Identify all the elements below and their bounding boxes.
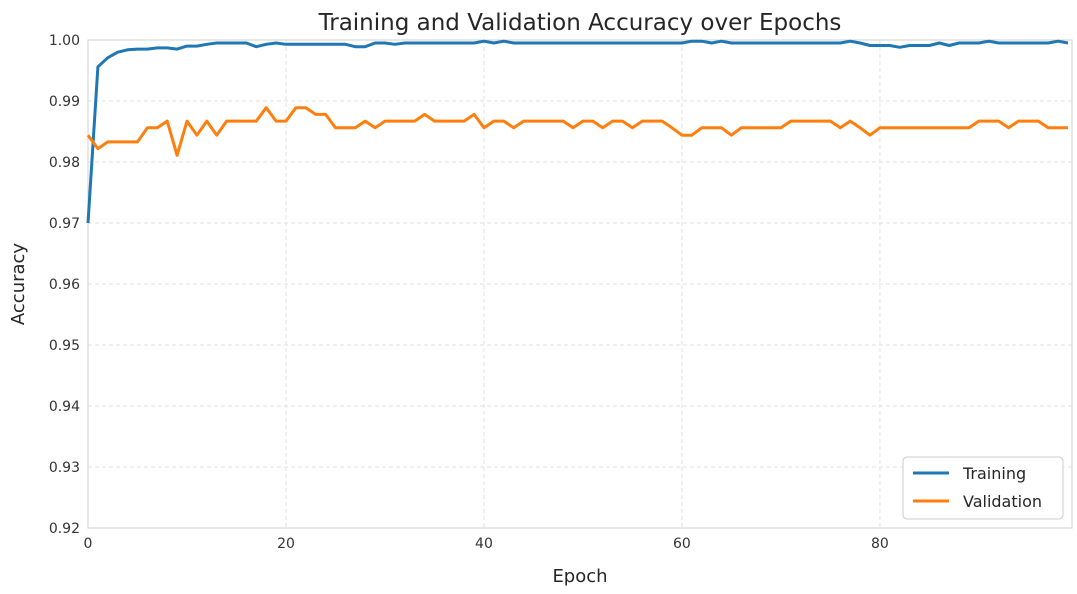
y-tick-label: 0.96	[49, 277, 80, 293]
grid	[87, 39, 1072, 529]
y-tick-label: 0.99	[49, 94, 80, 110]
legend: Training Validation	[902, 456, 1064, 520]
series-line-training	[86, 39, 1069, 224]
chart-title: Training and Validation Accuracy over Ep…	[318, 10, 842, 36]
plot-area-frame	[87, 39, 1073, 529]
y-tick-label: 0.95	[49, 338, 80, 354]
x-tick-label: 80	[871, 536, 889, 552]
x-tick-label: 20	[277, 536, 295, 552]
legend-label-training: Training	[962, 464, 1026, 483]
x-tick-labels: 0 20 40 60 80	[84, 536, 889, 552]
y-tick-label: 0.98	[49, 155, 80, 171]
y-tick-label: 0.97	[49, 216, 80, 232]
legend-label-validation: Validation	[963, 492, 1042, 511]
series-line-validation	[86, 106, 1068, 157]
y-tick-label: 0.92	[49, 521, 80, 537]
y-tick-labels: 0.92 0.93 0.94 0.95 0.96 0.97 0.98 0.99 1.00	[49, 33, 80, 537]
y-tick-label: 0.94	[49, 399, 80, 415]
x-tick-label: 0	[84, 536, 93, 552]
x-tick-label: 40	[475, 536, 493, 552]
y-tick-label: 1.00	[49, 33, 80, 49]
y-tick-label: 0.93	[49, 460, 80, 476]
x-axis-label: Epoch	[552, 566, 607, 587]
x-tick-label: 60	[673, 536, 691, 552]
y-axis-label: Accuracy	[8, 243, 29, 326]
series-lines	[86, 39, 1069, 224]
